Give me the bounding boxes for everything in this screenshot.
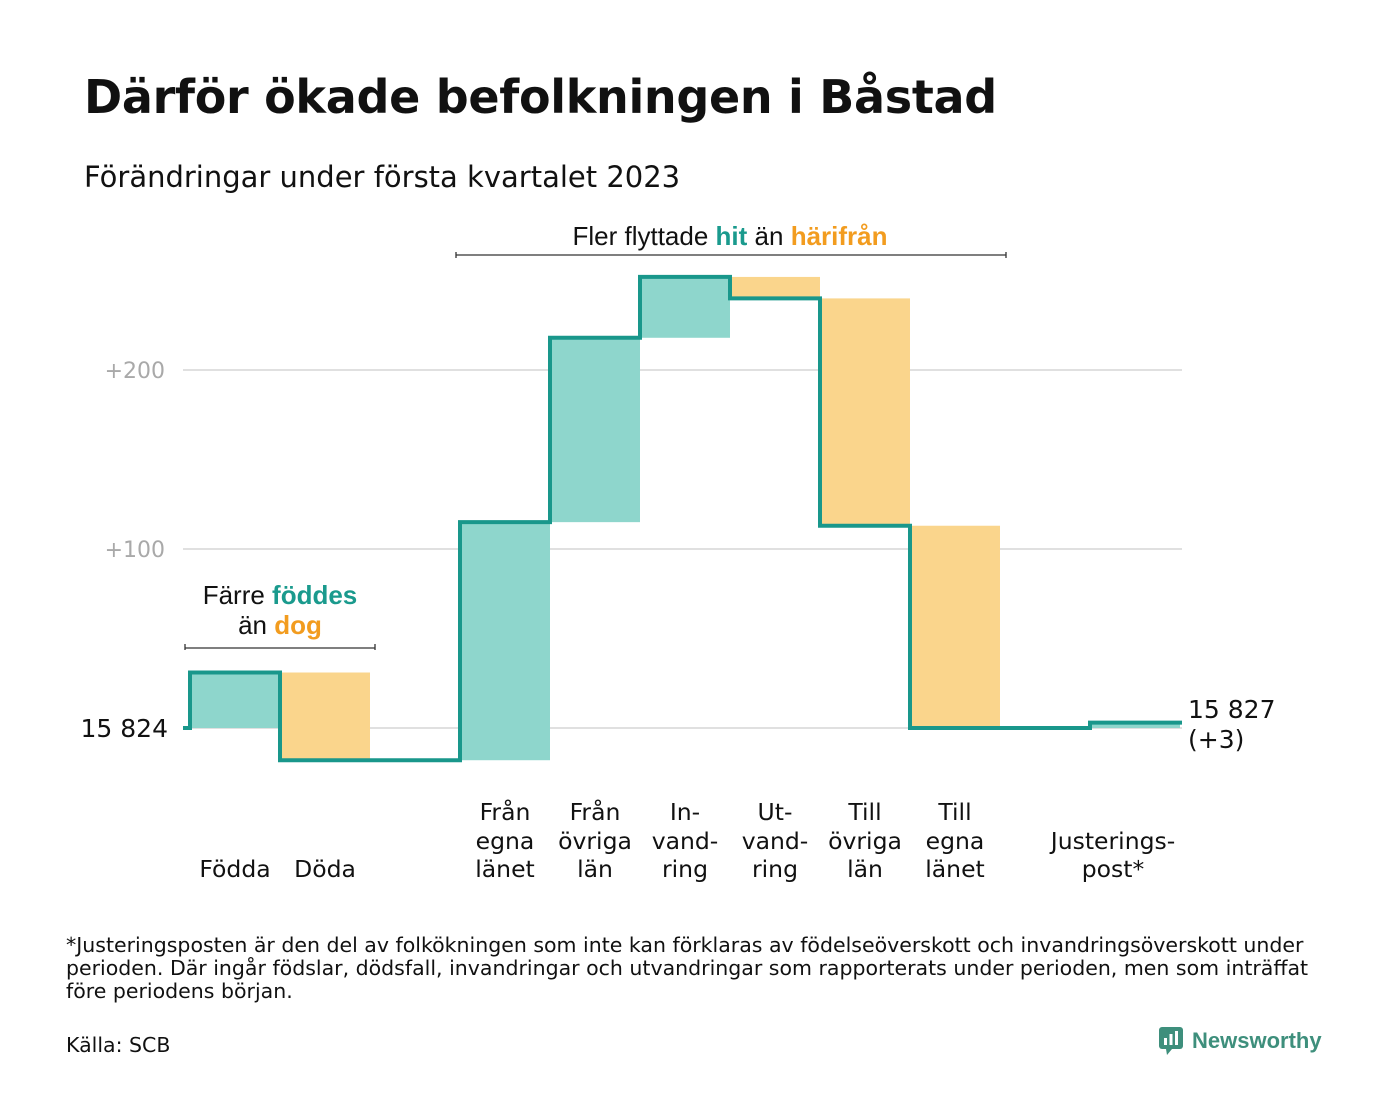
bar — [820, 298, 910, 526]
bar — [190, 672, 280, 728]
annotation-births-deaths: än dog — [238, 610, 322, 640]
bar — [640, 276, 730, 338]
annotation-bracket — [455, 252, 1007, 258]
annotation-text-part: än — [238, 610, 274, 640]
annotation-bracket — [184, 644, 376, 650]
cumulative-step-line — [183, 274, 1182, 763]
chart-subtitle: Förändringar under första kvartalet 2023 — [84, 160, 681, 194]
start-value-label: 15 824 — [81, 714, 168, 743]
category-label: vand- — [652, 827, 719, 855]
bar — [280, 672, 370, 761]
bar — [460, 522, 550, 761]
annotation-text-part: Fler flyttade — [572, 221, 715, 251]
bar — [730, 276, 820, 299]
annotation-migration: Fler flyttade hit än härifrån — [572, 221, 887, 251]
bar — [550, 337, 640, 523]
category-label: ring — [752, 855, 798, 883]
category-label: län — [577, 855, 613, 883]
category-label: Till — [847, 798, 881, 826]
end-value-label: 15 827 — [1188, 695, 1275, 724]
annotation-text-part: härifrån — [791, 221, 888, 251]
end-value-label: (+3) — [1188, 725, 1244, 754]
annotation-text-part: hit — [716, 221, 748, 251]
source-note: Källa: SCB — [66, 1033, 171, 1057]
category-label: länet — [475, 855, 535, 883]
category-label: län — [847, 855, 883, 883]
category-label: ring — [662, 855, 708, 883]
category-label: Döda — [294, 855, 356, 883]
newsworthy-logo-icon — [1159, 1027, 1183, 1055]
y-tick-label: +200 — [105, 359, 165, 384]
category-label: post* — [1082, 855, 1145, 883]
category-label: övriga — [828, 827, 902, 855]
annotation-text-part: föddes — [272, 580, 357, 610]
category-label: egna — [926, 827, 985, 855]
annotation-births-deaths: Färre föddes — [203, 580, 358, 610]
category-label: Födda — [199, 855, 270, 883]
brand-logo: Newsworthy — [1158, 1026, 1322, 1056]
y-tick-label: +100 — [105, 538, 165, 563]
bar — [1090, 722, 1180, 728]
annotation-text-part: Färre — [203, 580, 272, 610]
category-label: Ut- — [758, 798, 793, 826]
category-label: egna — [476, 827, 535, 855]
category-label: Justerings- — [1049, 827, 1175, 855]
category-label: vand- — [742, 827, 809, 855]
category-label: länet — [925, 855, 985, 883]
brand-name: Newsworthy — [1192, 1028, 1322, 1053]
category-label: Från — [480, 798, 531, 826]
category-label: Från — [570, 798, 621, 826]
footnote: *Justeringsposten är den del av folkökni… — [66, 933, 1309, 1003]
chart-title: Därför ökade befolkningen i Båstad — [84, 70, 997, 124]
category-label: In- — [670, 798, 700, 826]
annotation-text-part: dog — [274, 610, 322, 640]
bar — [910, 525, 1000, 728]
category-label: Till — [937, 798, 971, 826]
category-label: övriga — [558, 827, 632, 855]
annotation-text-part: än — [747, 221, 790, 251]
